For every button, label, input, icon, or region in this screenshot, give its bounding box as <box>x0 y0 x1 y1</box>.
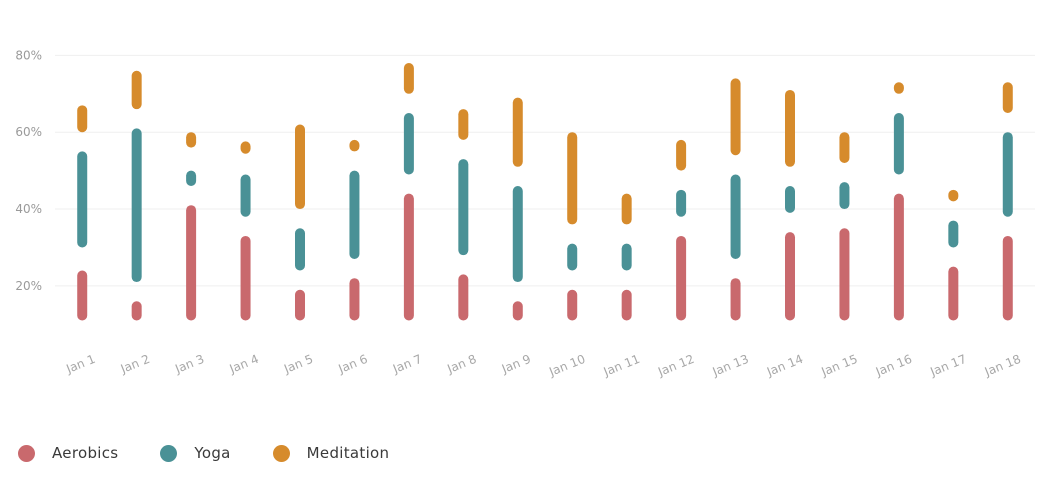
legend-label-aerobics: Aerobics <box>52 444 119 462</box>
legend-item-meditation[interactable]: Meditation <box>272 444 390 462</box>
x-tick-label: Jan 8 <box>445 352 479 377</box>
x-tick-label: Jan 10 <box>546 352 587 379</box>
yoga-dot-icon <box>160 444 178 462</box>
x-tick-label: Jan 16 <box>873 352 914 379</box>
y-tick-label: 20% <box>15 279 42 293</box>
meditation-dot-icon <box>272 444 290 462</box>
x-tick-label: Jan 2 <box>118 352 152 377</box>
y-tick-label: 60% <box>15 125 42 139</box>
legend-label-meditation: Meditation <box>306 444 390 462</box>
x-tick-label: Jan 17 <box>927 352 968 379</box>
x-tick-label: Jan 4 <box>227 352 261 377</box>
x-tick-label: Jan 18 <box>982 352 1023 379</box>
y-tick-label: 80% <box>15 48 42 62</box>
x-tick-label: Jan 5 <box>281 352 315 377</box>
legend: Aerobics Yoga Meditation <box>18 440 431 466</box>
x-tick-label: Jan 13 <box>710 352 751 379</box>
x-axis-ticks: Jan 1 Jan 2 Jan 3 Jan 4 Jan 5 Jan 6 Jan 7 Jan 8… <box>63 352 1022 379</box>
x-tick-label: Jan 6 <box>336 352 370 377</box>
legend-item-aerobics[interactable]: Aerobics <box>18 444 118 462</box>
x-tick-label: Jan 9 <box>499 352 533 377</box>
aerobics-dot-icon <box>18 444 35 462</box>
y-axis-ticks: 20% 40% 60% 80% <box>15 48 42 293</box>
x-tick-label: Jan 15 <box>819 352 860 379</box>
x-tick-label: Jan 1 <box>63 352 97 377</box>
x-tick-label: Jan 12 <box>655 352 696 379</box>
range-bars <box>77 63 1013 321</box>
x-tick-label: Jan 3 <box>172 352 206 377</box>
x-tick-label: Jan 7 <box>390 352 424 377</box>
legend-label-yoga: Yoga <box>194 444 231 462</box>
y-tick-label: 40% <box>15 202 42 216</box>
x-tick-label: Jan 14 <box>764 352 805 379</box>
legend-item-yoga[interactable]: Yoga <box>160 444 230 462</box>
grid-lines <box>55 54 1035 287</box>
x-tick-label: Jan 11 <box>601 352 642 379</box>
